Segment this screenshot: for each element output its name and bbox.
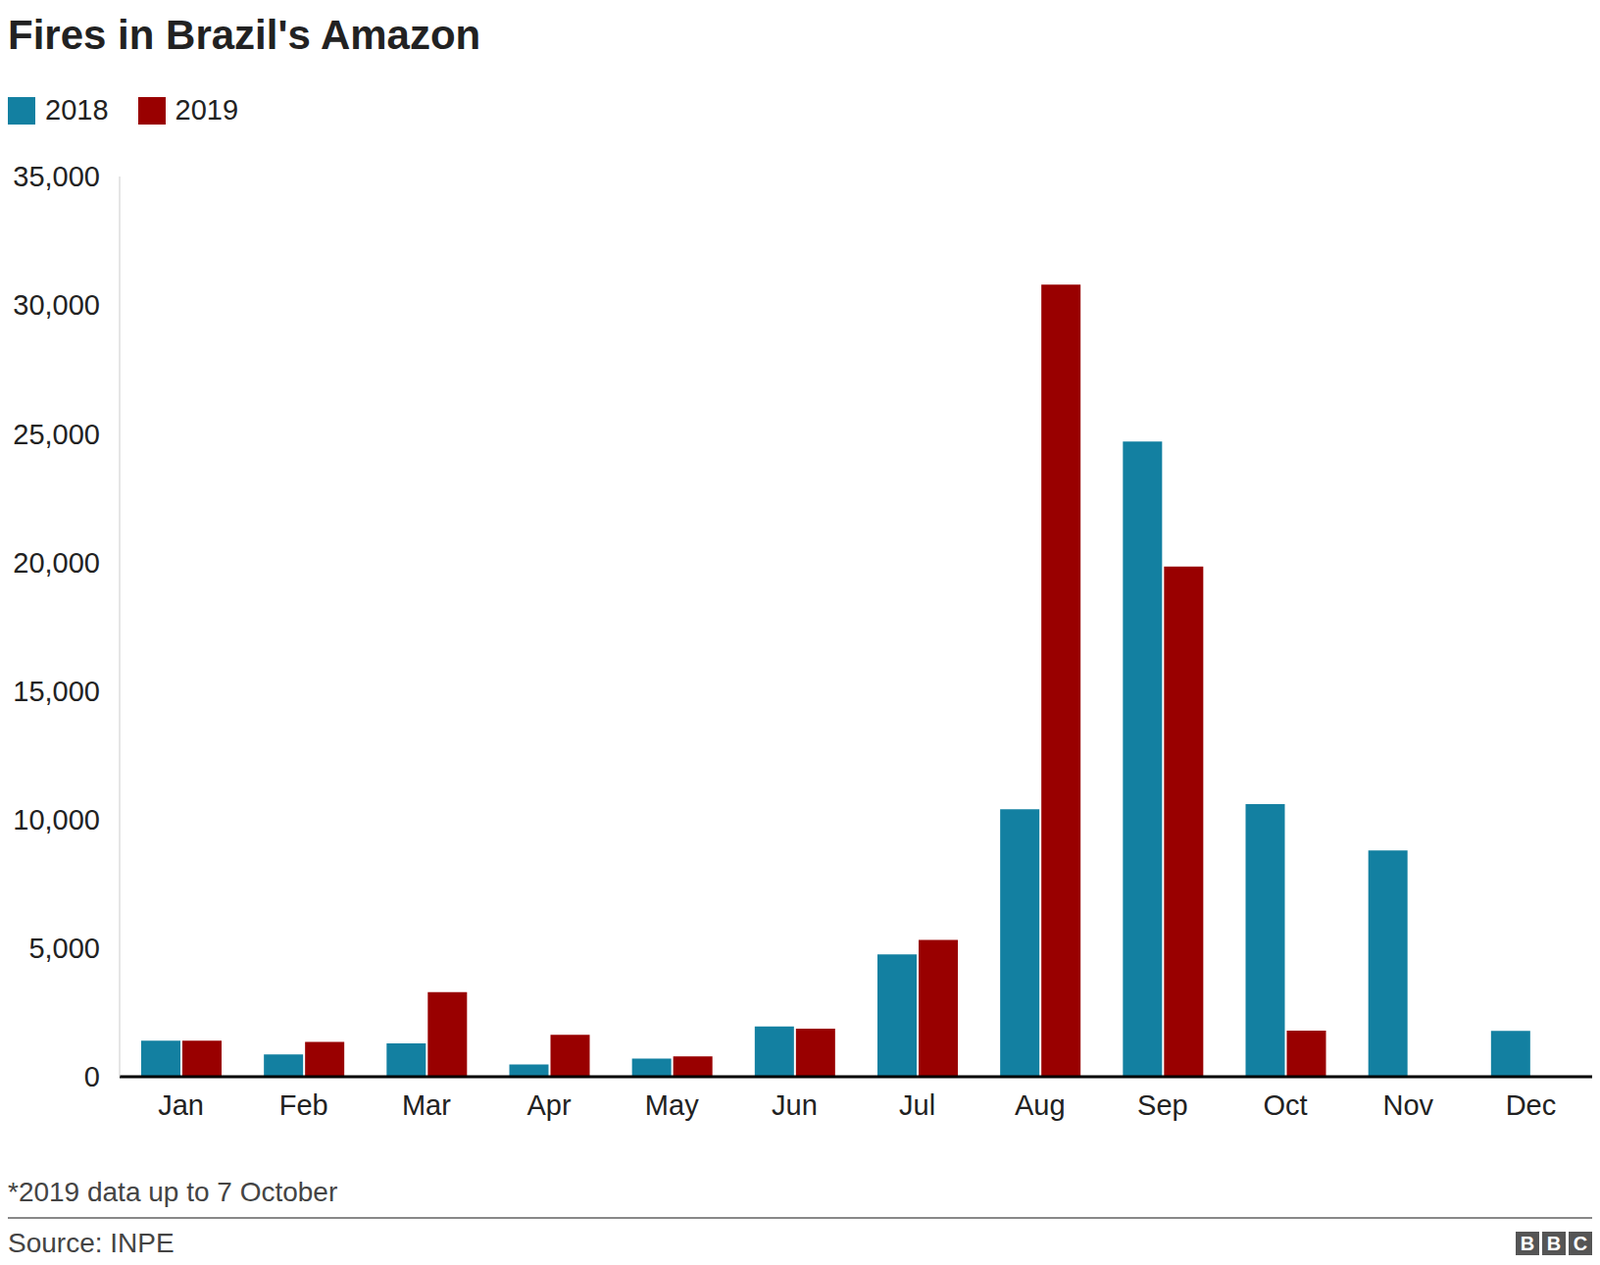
svg-text:5,000: 5,000	[28, 932, 100, 964]
svg-text:Aug: Aug	[1014, 1089, 1066, 1121]
svg-text:Jul: Jul	[899, 1089, 936, 1121]
html-text:2018: 2018	[45, 94, 109, 126]
svg-text:Apr: Apr	[527, 1089, 572, 1121]
svg-text:Jan: Jan	[157, 1089, 204, 1121]
svg-text:Jun: Jun	[771, 1089, 818, 1121]
html-text:B: B	[1546, 1231, 1561, 1254]
svg-text:25,000: 25,000	[12, 418, 100, 450]
svg-text:Nov: Nov	[1382, 1089, 1434, 1121]
svg-text:35,000: 35,000	[12, 160, 100, 193]
svg-text:Oct: Oct	[1263, 1089, 1308, 1121]
svg-text:0: 0	[84, 1060, 100, 1093]
svg-text:10,000: 10,000	[12, 803, 100, 836]
html-text:2019: 2019	[175, 94, 239, 126]
html-text:Source: INPE: Source: INPE	[7, 1227, 175, 1258]
svg-text:Mar: Mar	[401, 1089, 451, 1121]
svg-text:30,000: 30,000	[12, 289, 100, 321]
svg-text:20,000: 20,000	[12, 547, 100, 579]
svg-text:Feb: Feb	[279, 1089, 329, 1121]
svg-text:15,000: 15,000	[12, 675, 100, 707]
svg-text:May: May	[645, 1089, 700, 1121]
html-text:B: B	[1520, 1231, 1535, 1254]
html-text:*2019 data up to 7 October: *2019 data up to 7 October	[7, 1176, 338, 1207]
svg-text:Sep: Sep	[1137, 1089, 1189, 1121]
html-text:C: C	[1573, 1231, 1588, 1254]
html-text:Fires in Brazil's Amazon: Fires in Brazil's Amazon	[7, 11, 481, 58]
svg-text:Dec: Dec	[1505, 1089, 1557, 1121]
